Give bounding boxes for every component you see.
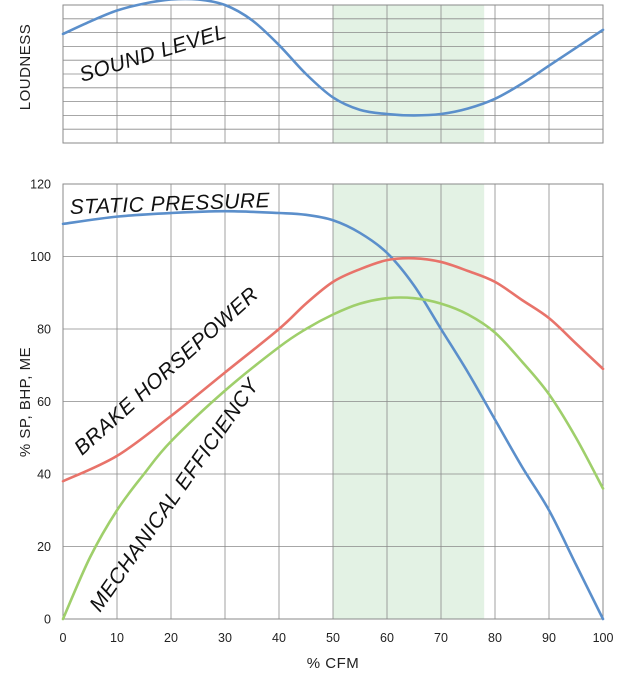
y-tick-label: 80 — [37, 323, 51, 337]
x-tick-label: 90 — [542, 631, 556, 645]
x-tick-label: 30 — [218, 631, 232, 645]
x-axis-title: % CFM — [307, 655, 360, 672]
x-tick-label: 100 — [593, 631, 614, 645]
performance-grid — [63, 184, 603, 619]
x-tick-label: 70 — [434, 631, 448, 645]
sound-level-label: SOUND LEVEL — [77, 20, 230, 87]
y-tick-label: 0 — [44, 613, 51, 627]
brake-horsepower-label: BRAKE HORSEPOWER — [70, 283, 263, 460]
x-tick-labels: 0 10 20 30 40 50 60 70 80 90 100 — [60, 631, 614, 645]
brake-horsepower-line — [61, 256, 605, 483]
x-tick-label: 60 — [380, 631, 394, 645]
loudness-grid — [63, 5, 603, 143]
static-pressure-line — [61, 209, 605, 621]
x-tick-label: 20 — [164, 631, 178, 645]
loudness-frame — [62, 4, 604, 144]
y-tick-label: 60 — [37, 395, 51, 409]
x-tick-label: 0 — [60, 631, 67, 645]
y-tick-label: 120 — [30, 178, 51, 192]
x-tick-label: 40 — [272, 631, 286, 645]
x-tick-label: 50 — [326, 631, 340, 645]
y-tick-label: 40 — [37, 468, 51, 482]
mechanical-efficiency-line — [61, 296, 605, 621]
x-tick-label: 80 — [488, 631, 502, 645]
performance-frame — [62, 183, 604, 620]
y-tick-label: 20 — [37, 540, 51, 554]
x-tick-label: 10 — [110, 631, 124, 645]
loudness-axis-title: LOUDNESS — [17, 24, 34, 111]
y-tick-labels: 0 20 40 60 80 100 120 — [30, 178, 51, 627]
static-pressure-label: STATIC PRESSURE — [69, 189, 271, 219]
sound-level-line — [61, 0, 605, 117]
y-axis-title: % SP, BHP, ME — [17, 347, 34, 457]
y-tick-label: 100 — [30, 250, 51, 264]
